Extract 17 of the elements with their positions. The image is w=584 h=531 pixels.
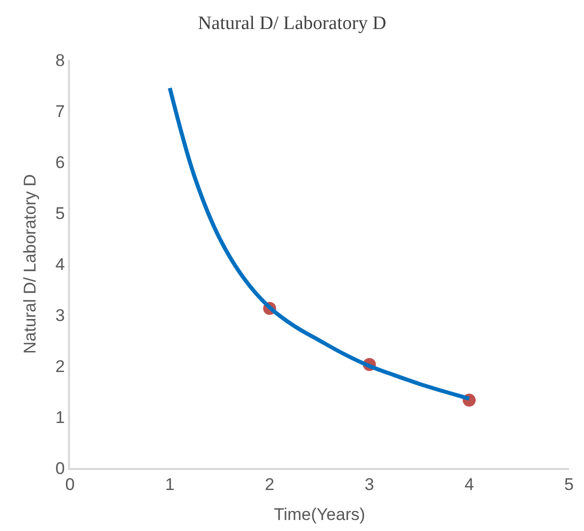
y-tick-label: 4: [55, 254, 65, 274]
y-tick-label: 1: [55, 408, 65, 427]
x-tick-label: 5: [564, 475, 574, 494]
x-tick-label: 1: [165, 475, 175, 494]
y-tick-label: 2: [55, 356, 65, 376]
y-tick-label: 6: [55, 152, 65, 172]
y-axis-title: Natural D/ Laboratory D: [20, 174, 40, 354]
y-tick-label: 3: [55, 306, 65, 325]
y-tick-label: 0: [55, 458, 65, 478]
x-tick-label: 2: [264, 475, 274, 494]
y-tick-label: 8: [55, 50, 65, 70]
x-tick-label: 4: [464, 475, 474, 494]
chart-title: Natural D/ Laboratory D: [198, 13, 386, 34]
y-tick-label: 5: [55, 204, 65, 223]
x-axis-title: Time(Years): [274, 505, 366, 524]
y-tick-label: 7: [55, 102, 65, 121]
x-tick-label: 3: [364, 475, 374, 494]
